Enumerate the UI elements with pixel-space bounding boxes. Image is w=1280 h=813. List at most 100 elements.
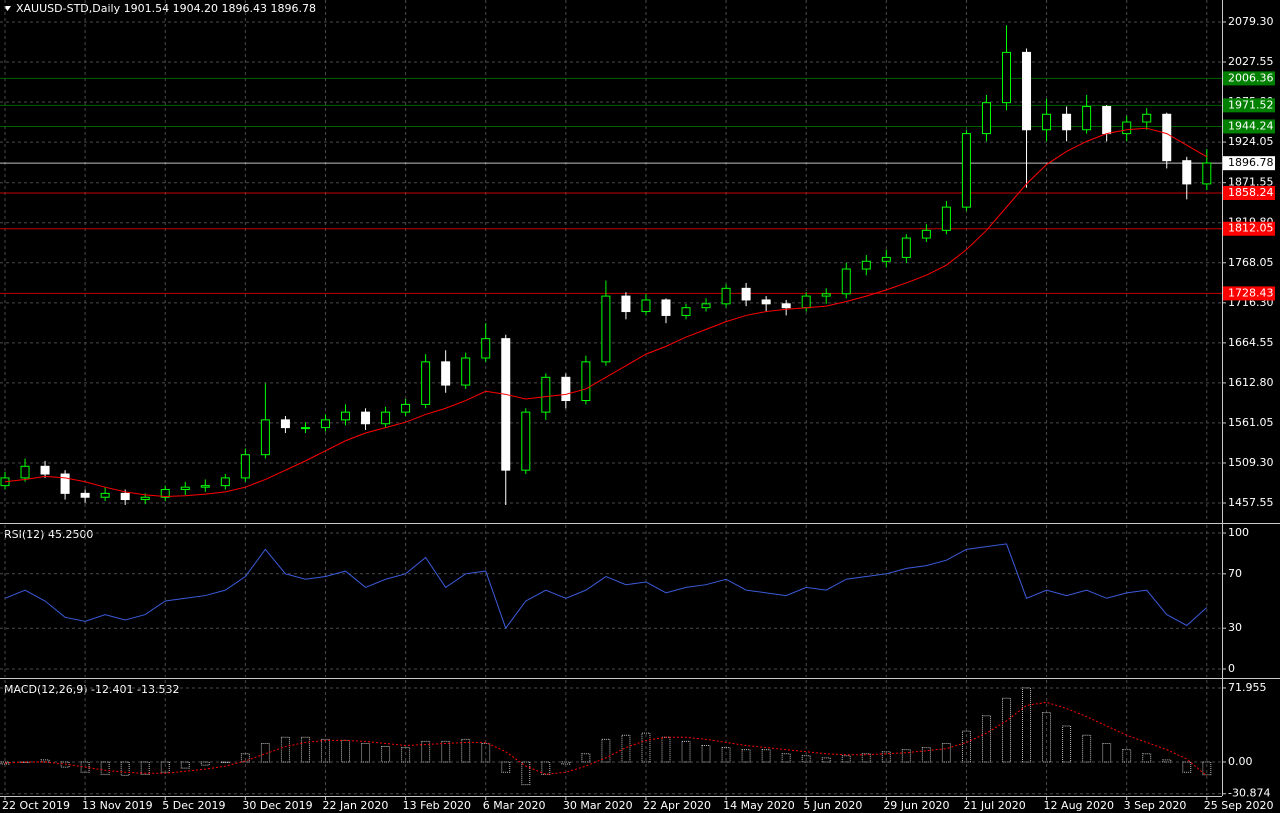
level-label: 1812.05 [1228,222,1274,235]
macd-bar [361,742,371,763]
candle-body [80,492,90,498]
candle-body [881,256,891,262]
macd-bar [981,715,991,763]
y-tick-label: 1612.80 [1228,376,1274,389]
macd-bar [1122,749,1132,763]
macd-bar [921,747,931,763]
macd-bar [721,747,731,763]
candle-body [741,287,751,301]
candle-body [941,206,951,231]
macd-bar [80,761,90,773]
candle-body [761,299,771,305]
macd-bar [1002,697,1011,763]
candle-body [461,357,471,386]
x-tick-label: 5 Jun 2020 [803,799,862,812]
y-tick-label: 0.00 [1228,755,1253,768]
main-title: XAUUSD-STD,Daily 1901.54 1904.20 1896.43… [16,2,316,15]
candle-body [1022,51,1032,131]
candle-body [641,299,651,313]
macd-bar [381,746,391,763]
macd-bar [0,761,10,765]
macd-bar [1182,761,1192,773]
level-label: 1944.24 [1228,119,1274,132]
macd-bar [220,761,230,763]
candle-body [1042,113,1052,131]
x-tick-label: 25 Sep 2020 [1204,799,1274,812]
candle-body [300,427,310,430]
candle-body [681,307,691,316]
candle-body [781,303,791,309]
x-tick-label: 22 Oct 2019 [2,799,70,812]
macd-bar [861,753,871,763]
candle-body [60,473,70,494]
macd-bar [961,730,971,763]
x-tick-label: 5 Dec 2019 [162,799,225,812]
level-label: 1858.24 [1228,186,1274,199]
macd-signal [4,701,1208,777]
candle-body [240,454,250,479]
rsi-line [4,543,1208,630]
candle-body [220,477,230,487]
candle-body [1162,113,1172,162]
macd-bar [801,755,811,763]
candle-body [320,419,330,429]
candle-body [401,403,411,413]
level-label: 2006.36 [1228,71,1274,84]
candle-body [501,338,511,471]
macd-bar [1202,761,1212,776]
y-tick-label: 2027.55 [1228,55,1274,68]
macd-bar [160,761,170,773]
y-tick-label: 30 [1228,621,1242,634]
y-tick-label: 70 [1228,567,1242,580]
level-label: 1971.52 [1228,98,1274,111]
candle-body [841,268,851,295]
macd-bar [461,738,471,763]
candle-body [381,411,391,425]
macd-bar [561,761,571,765]
menu-triangle[interactable] [4,6,11,11]
macd-bar [100,761,110,775]
x-tick-label: 22 Apr 2020 [643,799,711,812]
candle-body [801,295,811,309]
macd-bar [841,755,851,763]
macd-bar [421,740,431,763]
x-tick-label: 13 Feb 2020 [403,799,471,812]
macd-bar [941,742,951,763]
candle-body [1002,51,1011,104]
macd-bar [320,738,330,763]
macd-bar [881,751,891,763]
level-label: 1896.78 [1228,156,1274,169]
macd-bar [300,736,310,763]
x-tick-label: 22 Jan 2020 [322,799,388,812]
level-label-box [1223,98,1275,113]
macd-bar [1062,725,1072,763]
macd-bar [280,736,290,763]
candle-body [581,361,591,402]
macd-bar [1142,753,1152,763]
y-tick-label: 1924.05 [1228,135,1274,148]
candle-body [280,419,290,429]
candle-body [1142,113,1152,123]
candle-body [901,237,911,258]
level-label-box [1223,119,1275,134]
macd-bar [1102,742,1112,763]
candle-body [140,496,150,501]
y-tick-label: -30.874 [1228,787,1270,800]
x-tick-label: 12 Aug 2020 [1044,799,1114,812]
y-tick-label: 1561.05 [1228,416,1274,429]
candle-body [561,376,571,402]
y-tick-label: 0 [1228,662,1235,675]
level-label-box [1223,221,1275,236]
macd-bar [521,761,531,786]
candle-body [120,492,130,501]
candle-body [180,486,190,491]
level-label-box [1223,286,1275,301]
y-tick-label: 1457.55 [1228,496,1274,509]
candle-body [601,295,611,363]
macd-bar [901,749,911,763]
macd-bar [401,747,411,763]
candle-body [621,295,631,313]
macd-bar [1082,734,1092,763]
candle-body [260,419,270,456]
